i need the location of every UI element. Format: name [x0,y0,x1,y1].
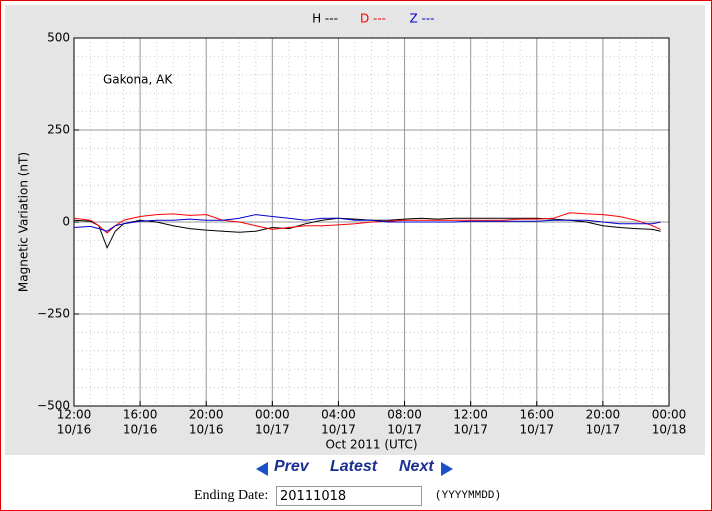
x-tick-label: 10/18 [652,423,687,437]
x-tick-label: 16:00 [123,408,158,422]
x-tick-label: 10/17 [387,423,422,437]
x-tick-label: 10/16 [57,423,92,437]
x-tick-label: 16:00 [519,408,554,422]
x-tick-label: 00:00 [255,408,290,422]
y-tick-label: 0 [62,215,70,229]
next-link[interactable]: Next [399,458,434,475]
latest-link[interactable]: Latest [330,458,378,475]
x-tick-label: 10/17 [321,423,356,437]
annotation: Gakona, AK [103,73,173,87]
x-tick-label: 12:00 [453,408,488,422]
x-tick-label: 00:00 [652,408,687,422]
x-tick-label: 10/17 [519,423,554,437]
data-line [73,212,661,234]
y-tick-label: 500 [47,31,70,45]
date-input[interactable]: 20111018 [276,486,422,506]
legend-entry: D --- [360,12,386,26]
x-tick-label: 12:00 [57,408,92,422]
chart: −500−250025050012:0010/1616:0010/1620:00… [5,5,705,455]
x-tick-label: 10/17 [255,423,290,437]
x-tick-label: 10/16 [123,423,158,437]
prev-arrow[interactable] [255,461,269,477]
x-axis-label: Oct 2011 (UTC) [325,438,417,452]
prev-link[interactable]: Prev [274,458,309,475]
x-tick-label: 08:00 [387,408,422,422]
data-line [73,214,661,232]
y-axis-label: Magnetic Variation (nT) [17,152,31,292]
y-tick-label: 250 [47,123,70,137]
legend-entry: Z --- [409,12,434,26]
x-tick-label: 10/17 [586,423,621,437]
plot-border [73,37,670,407]
y-tick-label: −500 [37,399,70,413]
legend-entry: H --- [312,12,338,26]
x-tick-label: 10/17 [453,423,488,437]
next-arrow[interactable] [440,461,454,477]
x-tick-label: 04:00 [321,408,356,422]
x-tick-label: 20:00 [189,408,224,422]
x-tick-label: 10/16 [189,423,224,437]
x-tick-label: 20:00 [586,408,621,422]
date-label: Ending Date: [194,488,269,503]
y-tick-label: −250 [37,307,70,321]
date-format: (YYYYMMDD) [435,490,502,502]
